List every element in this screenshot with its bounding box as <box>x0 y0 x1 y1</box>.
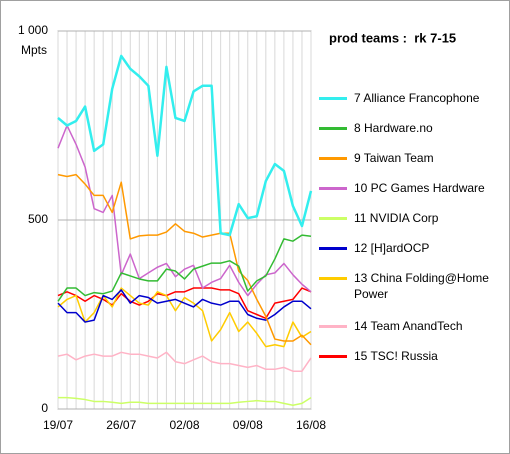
legend-swatch <box>319 277 347 280</box>
legend-swatch <box>319 187 347 190</box>
series-line <box>57 287 312 320</box>
legend-swatch <box>319 355 347 358</box>
legend-item: 9 Taiwan Team <box>319 150 504 166</box>
x-tick-label: 19/07 <box>43 418 73 432</box>
y-tick-label: 0 <box>41 401 48 415</box>
legend-label: 15 TSC! Russia <box>354 349 438 363</box>
series-line <box>57 351 312 372</box>
series-line <box>58 396 312 406</box>
y-tick-label: 500 <box>28 212 48 226</box>
legend-swatch <box>319 97 347 100</box>
legend-label: 12 [H]ardOCP <box>354 241 430 255</box>
y-axis-label: Mpts <box>21 43 47 57</box>
legend-item: 11 NVIDIA Corp <box>319 210 504 226</box>
x-tick-label: 16/08 <box>296 418 326 432</box>
legend-swatch <box>319 127 347 130</box>
series-line <box>57 54 313 237</box>
legend-label: 13 China Folding@Home Power <box>354 271 489 301</box>
x-tick-label: 09/08 <box>233 418 263 432</box>
legend-label: 7 Alliance Francophone <box>354 91 480 105</box>
legend-swatch <box>319 325 347 328</box>
legend-item: 14 Team AnandTech <box>319 318 504 334</box>
series-line <box>57 287 312 348</box>
legend-swatch <box>319 157 347 160</box>
legend-label: 9 Taiwan Team <box>354 151 434 165</box>
legend-item: 8 Hardware.no <box>319 120 504 136</box>
legend-item: 13 China Folding@Home Power <box>319 270 504 302</box>
series-line <box>57 289 312 323</box>
chart-title: prod teams : rk 7-15 <box>329 30 456 45</box>
legend-swatch <box>319 247 347 250</box>
series-line <box>57 124 312 297</box>
legend-item: 7 Alliance Francophone <box>319 90 504 106</box>
legend-item: 15 TSC! Russia <box>319 348 504 364</box>
x-tick-label: 02/08 <box>169 418 199 432</box>
y-tick-label: 1 000 <box>18 23 48 37</box>
legend-label: 11 NVIDIA Corp <box>354 211 439 225</box>
series-line <box>57 173 312 346</box>
legend-label: 10 PC Games Hardware <box>354 181 485 195</box>
legend-label: 8 Hardware.no <box>354 121 433 135</box>
x-tick-label: 26/07 <box>106 418 136 432</box>
legend-swatch <box>319 217 347 220</box>
legend-item: 10 PC Games Hardware <box>319 180 504 196</box>
legend-item: 12 [H]ardOCP <box>319 240 504 256</box>
legend-label: 14 Team AnandTech <box>354 319 463 333</box>
series-line <box>57 234 312 302</box>
